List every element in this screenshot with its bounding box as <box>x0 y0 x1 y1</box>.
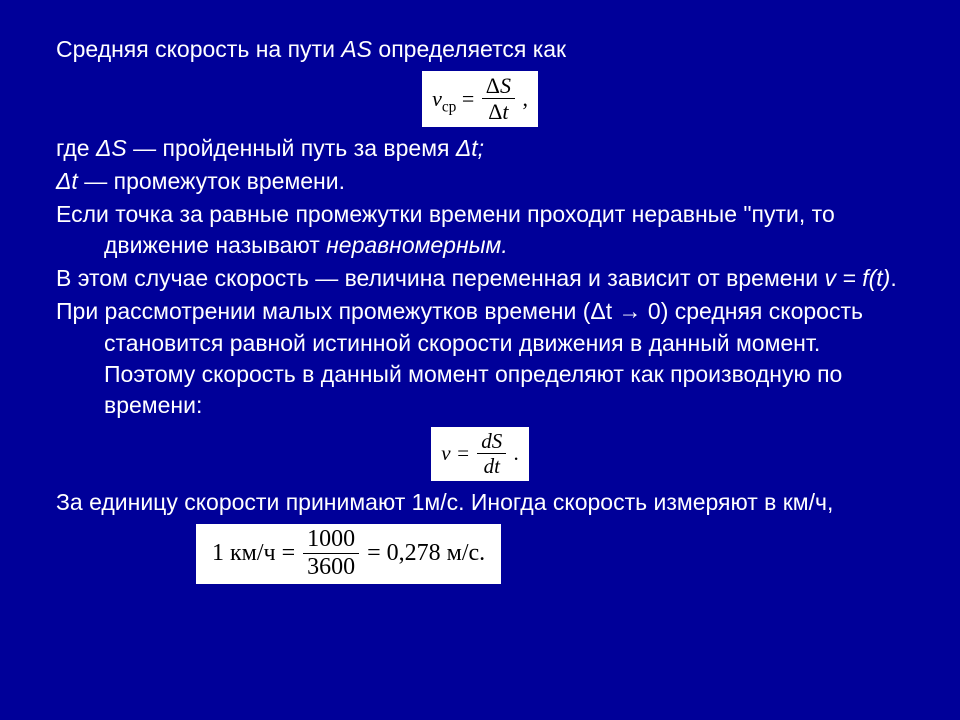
text-italic: неравномерным. <box>326 232 508 258</box>
text-italic: v = f(t) <box>825 265 891 291</box>
f1-eq: = <box>456 86 474 111</box>
paragraph-6: При рассмотрении малых промежутков време… <box>56 296 904 420</box>
formula-2: v = dS dt . <box>431 427 529 481</box>
f2-den-t: t <box>494 454 500 478</box>
f2-num-S: S <box>492 429 503 453</box>
text: — пройденный путь за время <box>127 135 456 161</box>
f3-left: 1 км/ч = <box>212 541 295 566</box>
text-italic: ΔS <box>96 135 127 161</box>
f1-fraction: ΔS Δt <box>482 74 515 123</box>
slide-body: Средняя скорость на пути AS определяется… <box>0 0 960 584</box>
text: В этом случае скорость — величина переме… <box>56 265 825 291</box>
paragraph-1: Средняя скорость на пути AS определяется… <box>56 34 904 65</box>
text-italic: AS <box>341 36 378 62</box>
f3-right: = 0,278 м/с. <box>367 541 485 566</box>
f2-num-d: d <box>481 429 492 453</box>
formula-3: 1 км/ч = 1000 3600 = 0,278 м/с. <box>196 524 501 584</box>
f2-den-d: d <box>484 454 495 478</box>
paragraph-4: Если точка за равные промежутки времени … <box>56 199 904 261</box>
formula-2-row: v = dS dt . <box>56 427 904 481</box>
text: . <box>890 265 896 291</box>
formula-1-row: vср = ΔS Δt , <box>56 71 904 127</box>
text: где <box>56 135 96 161</box>
f3-num: 1000 <box>303 527 359 554</box>
f1-v: v <box>432 86 442 111</box>
f3-den: 3600 <box>303 554 359 580</box>
f1-sub: ср <box>442 98 457 115</box>
paragraph-3: Δt — промежуток времени. <box>56 166 904 197</box>
f2-fraction: dS dt <box>477 430 506 477</box>
f2-tail: . <box>514 442 519 464</box>
text-italic: Δt; <box>456 135 484 161</box>
f1-num-S: S <box>500 73 511 98</box>
text: При рассмотрении малых промежутков време… <box>56 298 863 417</box>
paragraph-2: где ΔS — пройденный путь за время Δt; <box>56 133 904 164</box>
formula-3-row: 1 км/ч = 1000 3600 = 0,278 м/с. <box>56 524 904 584</box>
paragraph-5: В этом случае скорость — величина переме… <box>56 263 904 294</box>
formula-1: vср = ΔS Δt , <box>422 71 538 127</box>
text: За единицу скорости принимают 1м/с. Иног… <box>56 489 833 515</box>
text: определяется как <box>378 36 566 62</box>
text: Средняя скорость на пути <box>56 36 341 62</box>
f1-den-t: t <box>502 99 508 124</box>
f3-fraction: 1000 3600 <box>303 527 359 580</box>
f1-den-delta: Δ <box>488 99 502 124</box>
f1-tail: , <box>522 87 528 110</box>
text-italic: Δt <box>56 168 78 194</box>
f2-left: v = <box>441 441 470 465</box>
text: — промежуток времени. <box>78 168 345 194</box>
paragraph-7: За единицу скорости принимают 1м/с. Иног… <box>56 487 904 518</box>
f1-num-delta: Δ <box>486 73 500 98</box>
